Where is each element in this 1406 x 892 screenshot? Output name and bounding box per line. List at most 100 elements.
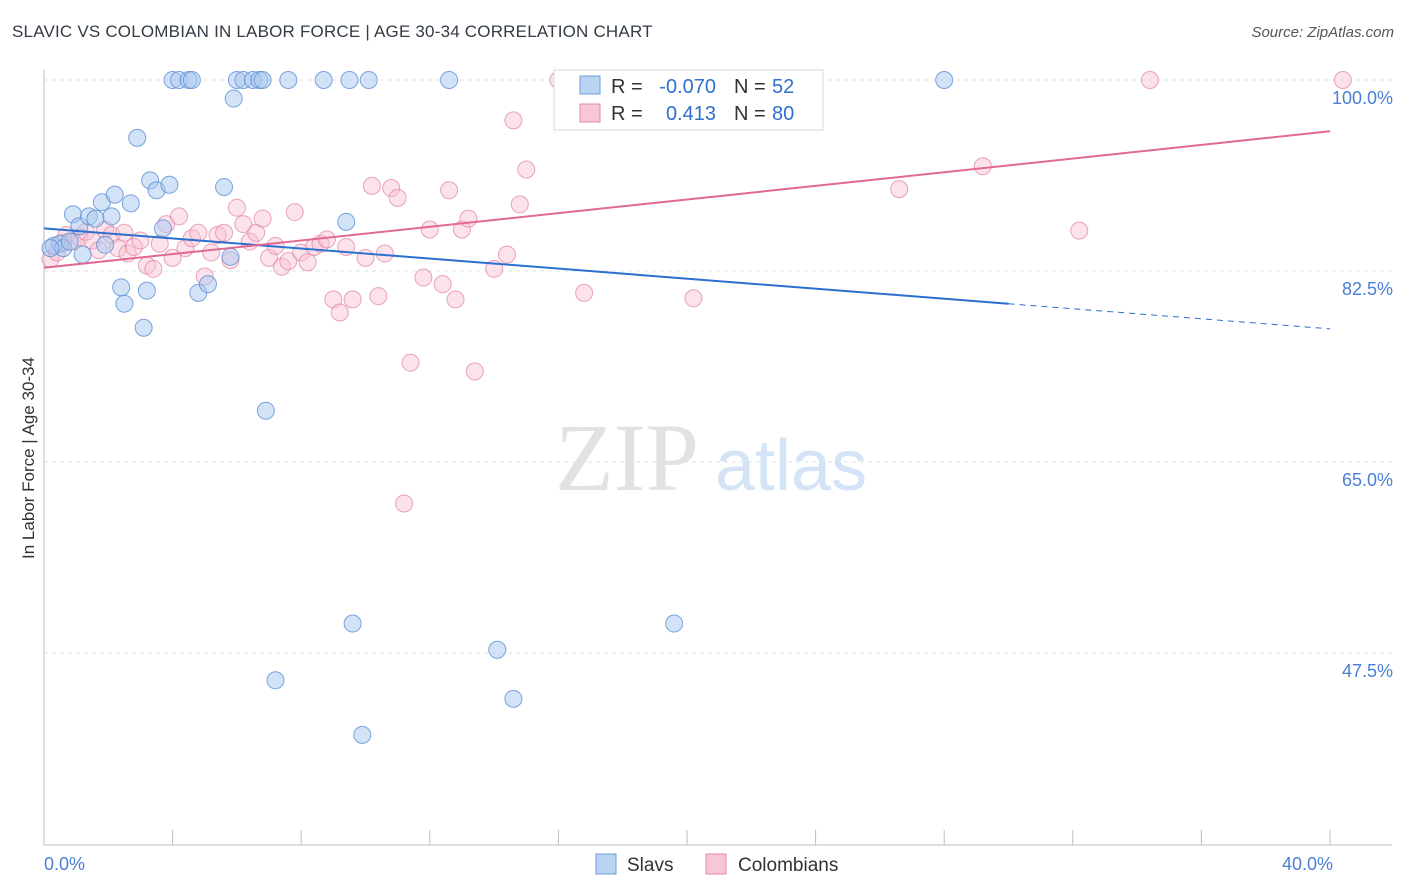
colombians-point (452, 220, 471, 239)
chart-title: SLAVIC VS COLOMBIAN IN LABOR FORCE | AGE… (12, 22, 653, 41)
colombians-point (575, 283, 594, 302)
watermark-atlas: atlas (715, 426, 867, 506)
slavs-point (488, 640, 507, 659)
colombians-point (890, 180, 909, 199)
colombians-point (279, 252, 298, 271)
colombians-point (465, 362, 484, 381)
slavs-point (440, 71, 459, 89)
colombians-point (125, 237, 144, 256)
slavs-point (935, 71, 954, 89)
slavs-point (253, 71, 272, 89)
legend-n-value-slavs: 52 (772, 76, 794, 98)
watermark-zip: ZIP (555, 404, 699, 511)
colombians-point (388, 188, 407, 207)
slavs-point (221, 247, 240, 266)
slavs-point (224, 89, 243, 108)
colombians-point (684, 289, 703, 308)
colombians-point (510, 195, 529, 214)
colombians-point (446, 290, 465, 309)
colombians-point (208, 225, 227, 244)
slavs-point (73, 245, 92, 264)
colombians-point (497, 245, 516, 264)
colombians-point (189, 223, 208, 242)
colombians-point (253, 209, 272, 228)
bottom-legend-swatch-slavs (595, 853, 617, 875)
colombians-point (420, 220, 439, 239)
slavs-point (121, 194, 140, 213)
slavs-point (665, 614, 684, 633)
colombians-point (504, 111, 523, 130)
slavs-point (137, 281, 156, 300)
y-tick-label: 65.0% (1342, 470, 1393, 490)
legend-n-label-colombians: N = (734, 103, 766, 125)
slavs-trend-line (43, 227, 1009, 305)
colombians-point (459, 209, 478, 228)
slavs-point (256, 401, 275, 420)
colombians-point (1070, 221, 1089, 240)
source-label: Source: ZipAtlas.com (1251, 24, 1394, 41)
colombians-point (382, 179, 401, 198)
slavs-trend-line-extension (1008, 303, 1331, 330)
colombians-point (517, 160, 536, 179)
slavs-point (86, 209, 105, 228)
colombians-point (356, 248, 375, 267)
colombians-point (973, 157, 992, 176)
colombians-point (131, 231, 150, 250)
slavs-point (112, 278, 131, 297)
colombians-point (433, 275, 452, 294)
colombians-point (298, 253, 317, 272)
slavs-point (115, 294, 134, 313)
colombians-point (115, 223, 134, 242)
slavs-point (105, 185, 124, 204)
gridlines (44, 79, 1392, 654)
slavs-point (96, 235, 115, 254)
colombians-point (375, 244, 394, 263)
y-axis-label: In Labor Force | Age 30-34 (19, 357, 38, 559)
slavs-point (266, 671, 285, 690)
colombians-point (440, 181, 459, 200)
colombians-point (215, 223, 234, 242)
trend-lines (43, 130, 1331, 330)
stats-legend: R = -0.070 N = 52 R = 0.413 N = 80 (553, 69, 824, 131)
colombians-point (343, 290, 362, 309)
slavs-point (340, 71, 359, 89)
x-tick-label-min: 0.0% (44, 854, 85, 874)
colombians-point (395, 494, 414, 513)
colombians-point (317, 230, 336, 249)
legend-r-label-slavs: R = (611, 76, 643, 98)
bottom-legend-swatch-colombians (705, 853, 727, 875)
slavs-point (41, 239, 60, 258)
slavs-point (343, 614, 362, 633)
legend-r-value-slavs: -0.070 (659, 76, 716, 98)
slavs-point (153, 219, 172, 238)
colombians-point (324, 290, 343, 309)
colombians-point (1333, 71, 1352, 89)
slavs-point (134, 318, 153, 337)
colombians-point (170, 207, 189, 226)
legend-n-value-colombians: 80 (772, 103, 794, 125)
slavs-point (160, 175, 179, 194)
slavs-point (102, 207, 121, 226)
slavs-point (128, 128, 147, 147)
slavs-point (337, 212, 356, 231)
slavs-point (279, 71, 298, 89)
legend-swatch-slavs (579, 75, 601, 95)
slavs-point (504, 689, 523, 708)
slavs-point (182, 71, 201, 89)
x-tick-label-max: 40.0% (1282, 854, 1333, 874)
colombians-point (362, 176, 381, 195)
colombians-point (202, 243, 221, 262)
y-tick-label: 82.5% (1342, 279, 1393, 299)
colombians-point (369, 287, 388, 306)
legend-n-label-slavs: N = (734, 76, 766, 98)
legend-r-value-colombians: 0.413 (666, 103, 716, 125)
bottom-legend-label-colombians: Colombians (738, 855, 838, 876)
slavs-point (359, 71, 378, 89)
colombians-point (1140, 71, 1159, 89)
colombians-point (227, 198, 246, 217)
colombians-point (234, 215, 253, 234)
legend-r-label-colombians: R = (611, 103, 643, 125)
colombians-point (401, 353, 420, 372)
slavs-point (215, 177, 234, 196)
